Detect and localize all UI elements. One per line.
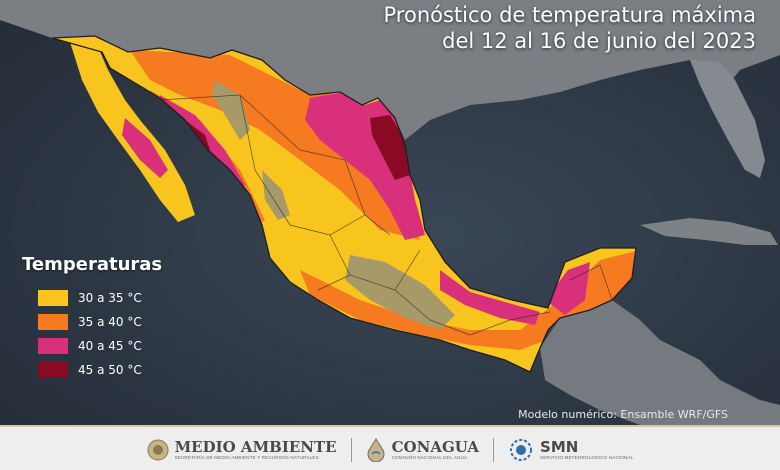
state-borders xyxy=(159,94,613,336)
central-america xyxy=(540,300,780,425)
zone-45-50-tamaulipas xyxy=(370,115,410,180)
highland-sierra xyxy=(212,80,250,140)
legend-item: 45 a 50 °C xyxy=(22,361,162,379)
title-line-1: Pronóstico de temperatura máxima xyxy=(383,3,756,27)
org-subtitle: SERVICIO METEOROLÓGICO NACIONAL xyxy=(540,454,634,460)
legend: Temperaturas 30 a 35 °C 35 a 40 °C 40 a … xyxy=(22,254,162,385)
cuba-island xyxy=(640,218,778,245)
legend-label: 35 a 40 °C xyxy=(78,315,142,329)
government-seal-icon xyxy=(147,439,169,460)
footer-logos: MEDIO AMBIENTE SECRETARÍA DE MEDIO AMBIE… xyxy=(0,425,780,470)
legend-label: 45 a 50 °C xyxy=(78,363,142,377)
legend-label: 40 a 45 °C xyxy=(78,339,142,353)
highland-central xyxy=(345,255,455,330)
legend-item: 40 a 45 °C xyxy=(22,337,162,355)
temperature-map xyxy=(0,0,780,425)
water-drop-icon xyxy=(367,437,385,462)
org-subtitle: SECRETARÍA DE MEDIO AMBIENTE Y RECURSOS … xyxy=(174,454,319,460)
legend-item: 35 a 40 °C xyxy=(22,313,162,331)
org-conagua: CONAGUA COMISIÓN NACIONAL DEL AGUA xyxy=(366,437,480,462)
divider xyxy=(350,437,352,462)
baja-hot-zone xyxy=(122,118,168,178)
org-name: SMN xyxy=(540,437,579,456)
smn-sun-icon xyxy=(510,438,533,461)
zone-40-45-coast xyxy=(440,270,540,325)
org-subtitle: COMISIÓN NACIONAL DEL AGUA xyxy=(391,454,468,460)
legend-swatch-35-40 xyxy=(38,314,68,330)
highland-west xyxy=(262,170,290,220)
florida-peninsula xyxy=(690,60,765,178)
legend-heading: Temperaturas xyxy=(22,254,163,275)
org-medio-ambiente: MEDIO AMBIENTE SECRETARÍA DE MEDIO AMBIE… xyxy=(147,439,337,461)
usa-landmass xyxy=(0,0,780,140)
legend-swatch-45-50 xyxy=(38,362,68,378)
org-name: MEDIO AMBIENTE xyxy=(174,437,337,456)
org-smn: SMN SERVICIO METEOROLÓGICO NACIONAL xyxy=(508,437,633,463)
divider xyxy=(493,437,495,462)
legend-label: 30 a 35 °C xyxy=(78,291,142,305)
title-line-2: del 12 al 16 de junio del 2023 xyxy=(442,29,756,53)
legend-swatch-40-45 xyxy=(38,338,68,354)
org-name: CONAGUA xyxy=(391,437,480,456)
model-note: Modelo numérico: Ensamble WRF/GFS xyxy=(518,408,728,421)
mexico-outline xyxy=(51,35,637,373)
legend-swatch-30-35 xyxy=(38,290,68,306)
legend-item: 30 a 35 °C xyxy=(22,289,162,307)
